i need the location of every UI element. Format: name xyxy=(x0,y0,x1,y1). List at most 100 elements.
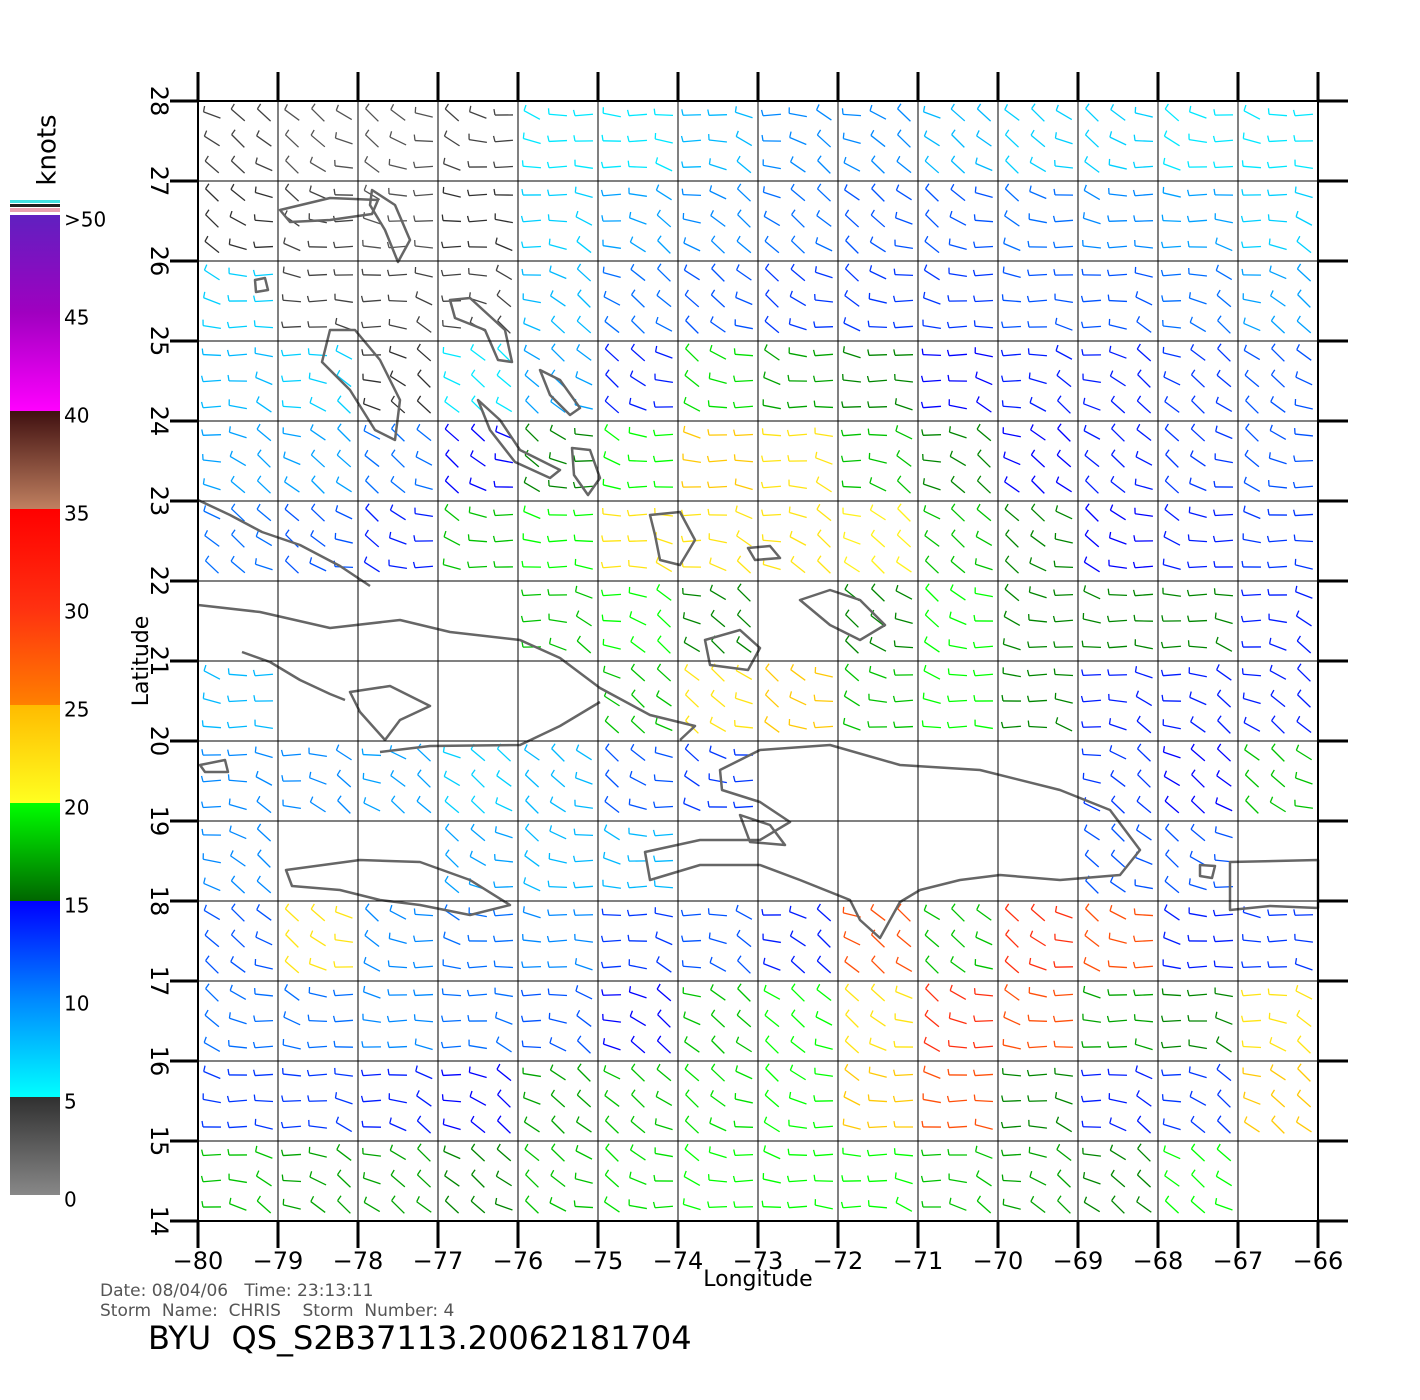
wind-barb xyxy=(654,113,674,117)
wind-barb-tick xyxy=(1111,449,1116,456)
wind-barb-tick xyxy=(1216,664,1220,671)
wind-barb xyxy=(1136,800,1152,814)
wind-barb-tick xyxy=(1242,692,1245,699)
wind-barb xyxy=(654,805,674,809)
wind-barb xyxy=(949,431,967,439)
wind-barb xyxy=(524,1121,540,1133)
wind-barb-tick xyxy=(844,583,849,590)
wind-barb-tick xyxy=(893,640,896,647)
wind-barb-tick xyxy=(416,1169,422,1176)
wind-barb xyxy=(284,481,300,493)
wind-barb-tick xyxy=(337,1195,342,1202)
wind-barb-cell xyxy=(1004,503,1074,574)
wind-barb-tick xyxy=(921,1200,924,1208)
wind-barb-tick xyxy=(1054,1092,1058,1099)
wind-barb xyxy=(1297,694,1311,708)
wind-barb-tick xyxy=(946,321,950,328)
wind-barb-tick xyxy=(573,828,576,835)
wind-barb xyxy=(282,353,302,357)
wind-barb-tick xyxy=(1080,321,1084,328)
wind-barb xyxy=(976,909,992,921)
wind-barb-tick xyxy=(709,344,713,351)
wind-barb-cell xyxy=(522,1063,592,1134)
wind-barb-tick xyxy=(444,795,449,802)
wind-barb-tick xyxy=(307,240,310,247)
wind-barb xyxy=(1083,590,1101,600)
wind-barb-tick xyxy=(285,929,290,936)
wind-barb-tick xyxy=(494,1011,498,1018)
wind-barb xyxy=(656,189,672,201)
wind-barb xyxy=(229,216,247,226)
wind-barb-tick xyxy=(1188,292,1191,299)
wind-barb xyxy=(416,800,432,814)
wind-barb-cell xyxy=(442,103,514,171)
wind-barb xyxy=(842,433,862,437)
wind-barb-cell xyxy=(284,903,354,974)
wind-barb xyxy=(655,1095,673,1107)
wind-barb-tick xyxy=(653,401,656,408)
wind-barb xyxy=(922,379,942,383)
wind-barb-tick xyxy=(307,1095,310,1102)
wind-barb-tick xyxy=(1245,795,1250,802)
wind-barb-tick xyxy=(309,156,314,163)
wind-barb xyxy=(523,481,541,493)
wind-barb xyxy=(603,857,621,865)
wind-barb-tick xyxy=(521,189,524,196)
wind-barb-tick xyxy=(732,801,736,808)
wind-barb xyxy=(495,269,513,281)
wind-barb xyxy=(255,352,273,358)
y-tick-label: 15 xyxy=(145,1126,173,1157)
wind-barb xyxy=(524,374,540,388)
wind-barb-tick xyxy=(365,475,370,482)
wind-barb-tick xyxy=(734,478,737,485)
coastline xyxy=(278,196,380,224)
wind-barb-tick xyxy=(653,480,656,487)
wind-barb-tick xyxy=(334,1092,338,1099)
wind-barb xyxy=(1029,402,1047,412)
wind-barb xyxy=(1082,699,1102,703)
wind-barb xyxy=(1136,1095,1152,1107)
wind-barb-tick xyxy=(309,930,314,937)
wind-barb xyxy=(843,537,861,545)
wind-barb xyxy=(1162,325,1182,329)
wind-barb xyxy=(1163,192,1181,198)
wind-barb xyxy=(548,886,568,888)
wind-barb xyxy=(334,1073,354,1077)
wind-barb-tick xyxy=(947,1068,950,1076)
wind-barb-tick xyxy=(605,369,610,376)
wind-barb-tick xyxy=(845,635,850,642)
y-tick-label: 23 xyxy=(145,486,173,517)
wind-barb xyxy=(1003,672,1021,678)
wind-barb xyxy=(817,160,831,174)
wind-barb xyxy=(362,1073,382,1077)
wind-barb-tick xyxy=(950,155,956,162)
wind-barb-tick xyxy=(497,315,502,322)
wind-barb xyxy=(950,560,966,574)
wind-barb-tick xyxy=(655,184,660,191)
wind-barb-tick xyxy=(656,956,660,963)
wind-barb-tick xyxy=(390,795,396,802)
wind-barb-tick xyxy=(255,530,259,537)
wind-barb-tick xyxy=(417,769,422,776)
wind-barb xyxy=(1295,376,1313,386)
wind-barb xyxy=(656,961,672,973)
wind-barb xyxy=(1003,643,1021,651)
wind-barb xyxy=(843,137,861,145)
wind-barb xyxy=(869,110,887,120)
wind-barb xyxy=(842,406,862,408)
wind-barb-tick xyxy=(680,909,684,916)
wind-barb-tick xyxy=(735,291,738,298)
wind-barb-tick xyxy=(706,455,710,462)
wind-barb xyxy=(682,539,702,543)
wind-barb xyxy=(630,348,646,362)
wind-barb-cell xyxy=(1162,103,1234,171)
wind-barb-tick xyxy=(761,455,764,462)
wind-barb xyxy=(497,1120,511,1134)
wind-barb xyxy=(949,1203,967,1211)
wind-barb xyxy=(1108,645,1128,649)
wind-barb xyxy=(1134,139,1154,143)
wind-barb-cell xyxy=(521,263,592,334)
wind-barb-tick xyxy=(227,295,230,302)
wind-barb-tick xyxy=(1029,396,1033,403)
wind-barb xyxy=(1295,564,1313,570)
